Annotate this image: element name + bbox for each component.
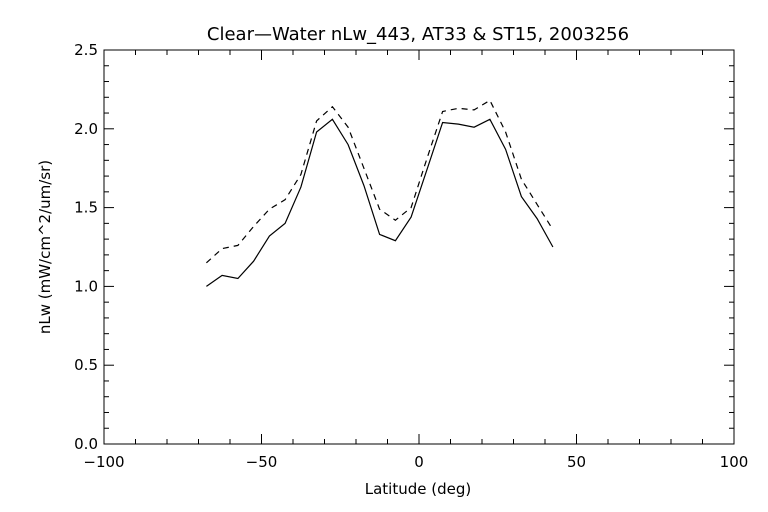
y-tick-label: 0.5 [74, 356, 98, 374]
axis-ticks [103, 49, 735, 445]
chart-title: Clear—Water nLw_443, AT33 & ST15, 200325… [207, 24, 629, 45]
plot-frame [103, 49, 735, 445]
y-axis-label: nLw (mW/cm^2/um/sr) [36, 160, 54, 334]
y-tick-label: 2.0 [74, 120, 98, 138]
x-tick-labels: −100 −50 0 50 100 [83, 453, 748, 471]
y-tick-label: 1.5 [74, 199, 98, 217]
series-group [205, 99, 554, 287]
y-tick-labels: 0.0 0.5 1.0 1.5 2.0 2.5 [74, 41, 98, 453]
y-tick-label: 1.0 [74, 277, 98, 295]
series-line-solid [206, 118, 554, 287]
x-tick-label: −50 [246, 453, 278, 471]
x-tick-label: 50 [567, 453, 586, 471]
x-tick-label: 0 [414, 453, 424, 471]
x-tick-label: 100 [720, 453, 749, 471]
x-axis-label: Latitude (deg) [365, 480, 471, 498]
x-tick-label: −100 [83, 453, 124, 471]
y-tick-label: 2.5 [74, 41, 98, 59]
series-line-dashed [205, 99, 554, 264]
y-tick-label: 0.0 [74, 435, 98, 453]
